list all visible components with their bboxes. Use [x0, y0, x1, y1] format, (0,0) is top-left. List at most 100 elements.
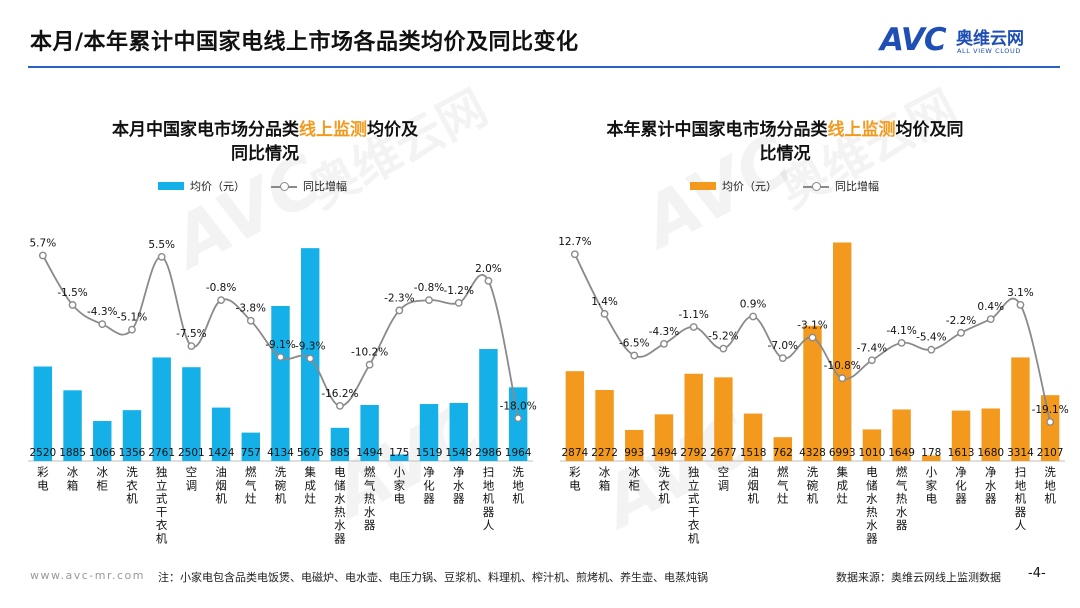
bar-value-label: 2986 — [475, 447, 502, 459]
bar-value-label: 885 — [330, 447, 350, 459]
yoy-point — [719, 344, 728, 353]
category-label: 小家电 — [394, 465, 406, 506]
bar-独立式干衣机 — [684, 373, 703, 461]
bar-扫地机器人 — [1011, 357, 1030, 461]
chart-title-monthly-post: 均价及 — [367, 120, 418, 140]
yoy-point — [484, 277, 493, 285]
bar-净化器 — [951, 410, 971, 461]
bar-空调 — [714, 377, 733, 461]
bar-value-label: 175 — [389, 447, 409, 459]
bar-洗碗机 — [803, 325, 822, 461]
category-label: 空调 — [186, 465, 198, 492]
yoy-label: 5.5% — [148, 239, 175, 251]
yoy-point — [365, 360, 374, 369]
logo-mark: AVC — [880, 22, 947, 58]
bar-电储水热水器 — [862, 429, 882, 461]
bar-value-label: 762 — [773, 447, 793, 459]
yoy-point — [749, 312, 757, 321]
bar-电储水热水器 — [330, 427, 350, 461]
yoy-point — [660, 340, 668, 348]
bar-value-label: 1010 — [859, 447, 886, 459]
legend-bar-swatch — [690, 182, 716, 190]
category-label: 净化器 — [955, 465, 967, 506]
logo-cn: 奥维云网 — [956, 29, 1024, 49]
legend-bar-label: 均价（元） — [190, 180, 245, 193]
category-label: 电储水热水器 — [866, 465, 878, 546]
yoy-label: -4.3% — [649, 326, 679, 338]
chart-title-ytd-pre: 本年累计中国家电市场分品类 — [606, 120, 828, 140]
yoy-point — [868, 356, 876, 365]
bar-value-label: 1964 — [505, 447, 532, 459]
yoy-point — [1016, 300, 1025, 309]
legend-line-label: 同比增幅 — [303, 180, 347, 193]
bar-洗地机 — [508, 387, 528, 461]
bar-value-label: 2677 — [710, 447, 737, 459]
yoy-point — [425, 296, 433, 305]
bar-集成灶 — [832, 242, 852, 461]
bar-value-label: 2107 — [1037, 447, 1064, 459]
bar-燃气热水器 — [892, 409, 911, 461]
yoy-label: -10.8% — [824, 360, 861, 372]
yoy-point — [187, 342, 196, 351]
yoy-label: -9.3% — [295, 341, 325, 353]
yoy-point — [927, 345, 936, 354]
category-label: 电储水热水器 — [334, 465, 346, 546]
bar-value-label: 1613 — [948, 447, 975, 459]
category-label: 洗衣机 — [658, 465, 670, 506]
category-label: 扫地机器人 — [1015, 465, 1027, 532]
bar-value-label: 1494 — [651, 447, 678, 459]
category-label: 洗碗机 — [275, 465, 287, 506]
bar-value-label: 1518 — [740, 447, 767, 459]
yoy-label: 12.7% — [558, 236, 591, 248]
category-label: 小家电 — [926, 465, 938, 506]
bar-油烟机 — [211, 407, 231, 461]
yoy-point — [395, 306, 404, 315]
category-label: 集成灶 — [836, 465, 848, 506]
yoy-point — [454, 298, 463, 307]
bar-value-label: 2874 — [561, 447, 588, 459]
yoy-label: 0.9% — [740, 298, 767, 310]
yoy-label: -2.3% — [384, 292, 414, 304]
yoy-label: -0.8% — [206, 282, 236, 294]
bar-value-label: 3314 — [1007, 447, 1034, 459]
yoy-label: -2.2% — [946, 315, 976, 327]
category-label: 净化器 — [423, 465, 435, 506]
legend-ytd: 均价（元） 同比增幅 — [690, 178, 879, 194]
category-label: 洗地机 — [1044, 465, 1056, 506]
yoy-label: -7.0% — [768, 340, 798, 352]
yoy-label: -4.1% — [886, 325, 916, 337]
bar-value-label: 1066 — [89, 447, 116, 459]
category-label: 油烟机 — [747, 465, 759, 506]
chart-ytd: 2874 2272 993 1494 2792 2677 1518 762 4328 6993 10… — [558, 236, 1069, 546]
yoy-label: -19.1% — [1032, 404, 1069, 416]
bar-value-label: 5676 — [297, 447, 324, 459]
bar-value-label: 1885 — [59, 447, 86, 459]
yoy-label: -3.1% — [797, 320, 827, 332]
yoy-label: 0.4% — [977, 301, 1004, 313]
bar-value-label: 993 — [624, 447, 644, 459]
yoy-label: -18.0% — [500, 400, 537, 412]
category-label: 冰柜 — [97, 465, 109, 492]
yoy-label: -1.1% — [678, 309, 708, 321]
legend-line-swatch — [271, 181, 297, 191]
bar-燃气灶 — [241, 432, 261, 461]
chart-title-ytd-post: 均价及同 — [895, 120, 964, 140]
category-label: 彩电 — [569, 465, 581, 492]
category-label: 冰箱 — [599, 465, 611, 492]
yoy-label: -1.5% — [57, 287, 87, 299]
bar-value-label: 1548 — [445, 447, 472, 459]
yoy-point — [986, 315, 995, 324]
chart-title-ytd-line2: 比情况 — [759, 144, 811, 164]
yoy-label: -6.5% — [619, 338, 649, 350]
yoy-point — [838, 374, 847, 383]
yoy-point — [98, 320, 107, 329]
bar-value-label: 1494 — [356, 447, 383, 459]
chart-monthly: 2520 1885 1066 1356 2761 2501 1424 757 4134 5676 8… — [28, 237, 537, 546]
yoy-label: 5.7% — [30, 237, 57, 249]
bar-冰柜 — [625, 429, 644, 461]
category-label: 扫地机器人 — [483, 465, 495, 532]
chart-title-monthly-pre: 本月中国家电市场分品类 — [112, 120, 299, 140]
bar-value-label: 2761 — [148, 447, 175, 459]
bar-燃气热水器 — [360, 404, 379, 461]
page-title: 本月/本年累计中国家电线上市场各品类均价及同比变化 — [30, 30, 579, 55]
